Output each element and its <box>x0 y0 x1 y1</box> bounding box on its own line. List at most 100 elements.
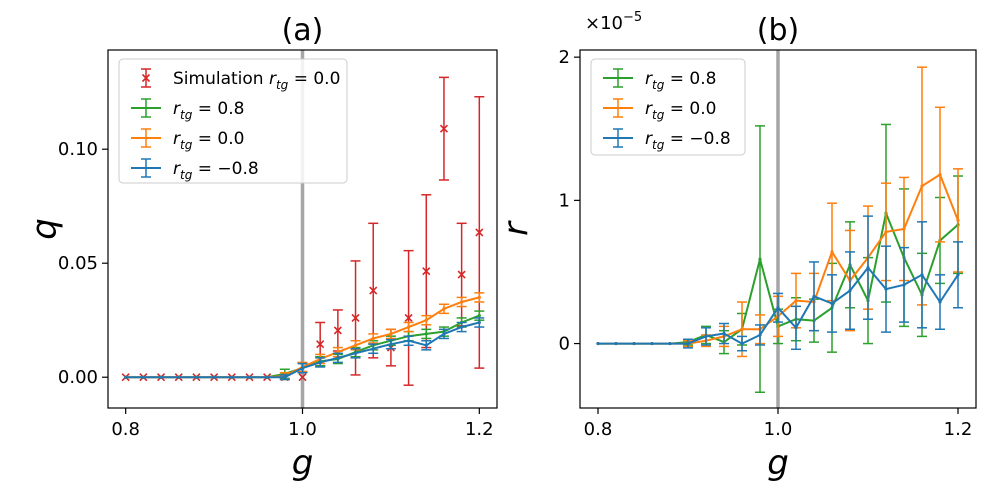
data-point <box>460 300 464 304</box>
data-point <box>830 301 834 306</box>
legend: rtg = 0.8 rtg = 0.0 rtg = −0.8 <box>590 58 746 156</box>
y-tick-label: 0.10 <box>58 139 98 160</box>
y-tick-label: 1 <box>559 190 570 211</box>
data-point <box>316 340 325 349</box>
data-point <box>442 307 446 311</box>
x-tick-label: 0.8 <box>111 419 140 440</box>
x-tick-label: 1.0 <box>288 419 317 440</box>
data-point <box>124 375 128 379</box>
data-point <box>956 273 960 277</box>
data-point <box>369 286 378 295</box>
data-point <box>422 267 431 276</box>
data-point <box>794 299 798 303</box>
y-tick-label: 0 <box>559 334 570 355</box>
data-point <box>353 343 358 347</box>
data-point <box>477 320 481 325</box>
legend-handle <box>141 68 151 88</box>
data-point <box>336 356 340 360</box>
legend-handle <box>131 128 161 148</box>
data-point <box>758 257 762 261</box>
legend-handle <box>603 68 633 88</box>
data-point <box>389 342 393 346</box>
legend-label: rtg = −0.8 <box>173 159 259 182</box>
data-point <box>920 184 924 188</box>
legend-box <box>590 58 746 156</box>
data-point <box>920 273 924 277</box>
panel-title: (b) <box>757 13 799 48</box>
data-point <box>686 341 690 346</box>
data-point <box>333 326 342 335</box>
data-point <box>212 375 216 379</box>
data-point <box>477 314 481 318</box>
data-point <box>740 327 744 331</box>
data-point <box>722 331 726 336</box>
x-axis-label: g <box>767 443 789 483</box>
legend-label: rtg = 0.0 <box>645 99 716 122</box>
y-scale-label: ×10−5 <box>585 10 642 34</box>
legend-label: rtg = 0.0 <box>173 129 244 152</box>
data-point <box>318 360 322 364</box>
panel-title: (a) <box>282 13 324 48</box>
data-point <box>457 270 466 279</box>
x-tick-label: 0.8 <box>584 419 613 440</box>
data-point <box>794 326 798 330</box>
data-point <box>938 172 942 177</box>
data-point <box>230 375 234 379</box>
data-point <box>141 375 145 379</box>
data-point <box>300 366 305 370</box>
data-point <box>351 313 360 322</box>
y-tick-label: 0.05 <box>58 253 98 274</box>
data-point <box>194 375 199 379</box>
data-point <box>902 227 906 231</box>
data-point <box>298 373 307 382</box>
data-point <box>848 288 852 293</box>
y-axis-label: r <box>497 220 537 236</box>
series-2 <box>596 215 963 352</box>
legend-label: Simulation rtg = 0.0 <box>173 69 340 92</box>
data-point <box>265 375 269 379</box>
data-point <box>404 313 413 322</box>
panel-a: 0.8 1.0 1.2 0.00 0.05 0.10 (a) g q Simulation rtg… <box>25 13 498 483</box>
data-point <box>283 375 287 379</box>
data-point <box>614 341 618 346</box>
data-point <box>389 332 393 336</box>
data-point <box>477 295 481 300</box>
legend-label: rtg = 0.8 <box>645 69 716 92</box>
data-point <box>460 325 464 329</box>
data-point <box>353 351 358 355</box>
y-tick-label: 2 <box>559 47 570 68</box>
data-point <box>812 294 816 298</box>
x-tick-label: 1.0 <box>764 419 793 440</box>
y-axis-label: q <box>25 218 65 240</box>
legend-handle <box>131 98 161 118</box>
panel-b: 0.8 1.0 1.2 0 1 2 (b) g r ×10−5 rtg = 0.8 rtg = 0.0… <box>497 10 977 483</box>
data-point <box>439 124 449 133</box>
legend-handle <box>603 128 633 148</box>
data-point <box>247 375 252 379</box>
data-point <box>406 339 411 343</box>
data-point <box>632 341 636 346</box>
x-tick-label: 1.2 <box>944 419 973 440</box>
data-point <box>758 333 762 337</box>
data-point <box>830 250 834 254</box>
data-point <box>956 218 960 223</box>
data-point <box>866 266 870 270</box>
data-point <box>776 306 780 310</box>
series-3 <box>124 317 485 381</box>
x-tick-label: 1.2 <box>465 419 494 440</box>
data-point <box>424 332 428 336</box>
legend-handle <box>131 158 161 178</box>
legend-label: rtg = 0.8 <box>173 99 244 122</box>
data-point <box>424 318 428 322</box>
data-point <box>596 341 600 346</box>
data-point <box>371 347 375 351</box>
data-point <box>442 332 446 336</box>
y-tick-label: 0.00 <box>58 367 98 388</box>
data-point <box>740 341 744 346</box>
data-point <box>177 375 181 379</box>
data-point <box>884 287 888 291</box>
x-axis-label: g <box>292 443 314 483</box>
legend-handle <box>603 98 633 118</box>
data-point <box>902 283 906 287</box>
data-point <box>884 230 888 234</box>
